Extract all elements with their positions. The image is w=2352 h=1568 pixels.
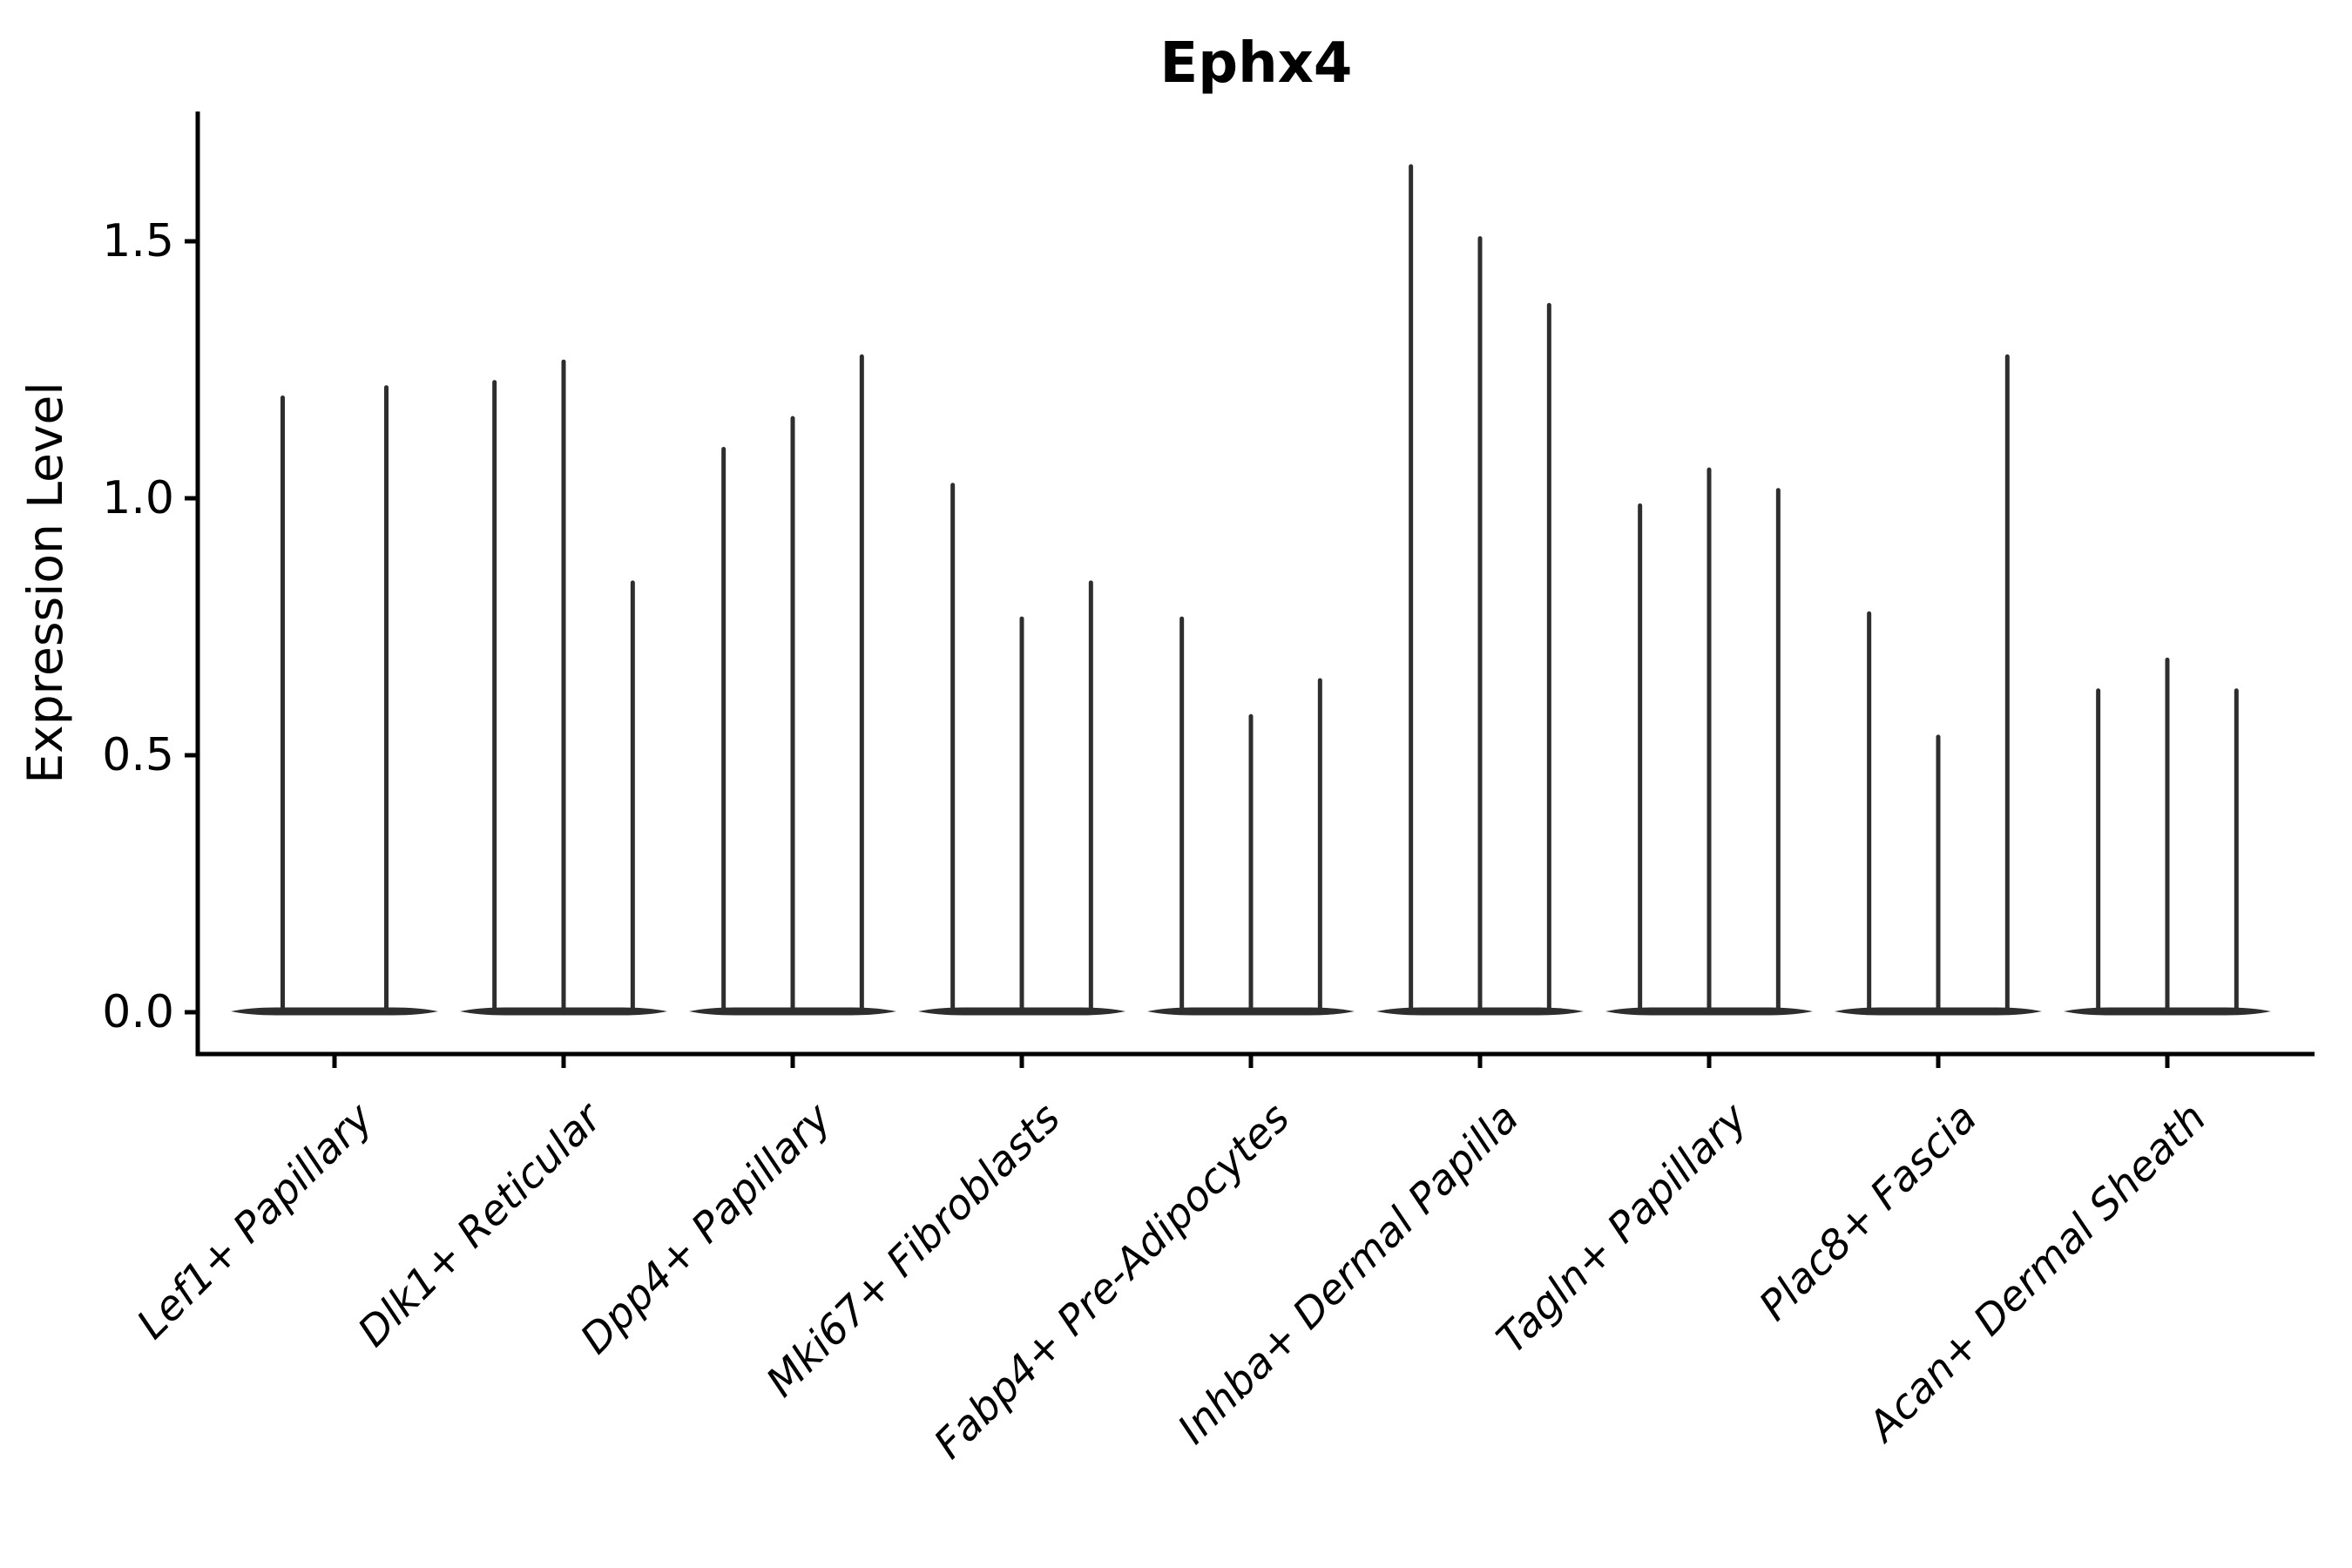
violin-base	[231, 1007, 438, 1016]
y-tick-label: 1.0	[102, 472, 174, 524]
chart-title: Ephx4	[1159, 31, 1353, 96]
y-axis-title: Expression Level	[17, 382, 73, 784]
y-tick-label: 1.5	[102, 215, 174, 267]
y-tick-label: 0.5	[102, 729, 174, 781]
y-tick-label: 0.0	[102, 986, 174, 1038]
